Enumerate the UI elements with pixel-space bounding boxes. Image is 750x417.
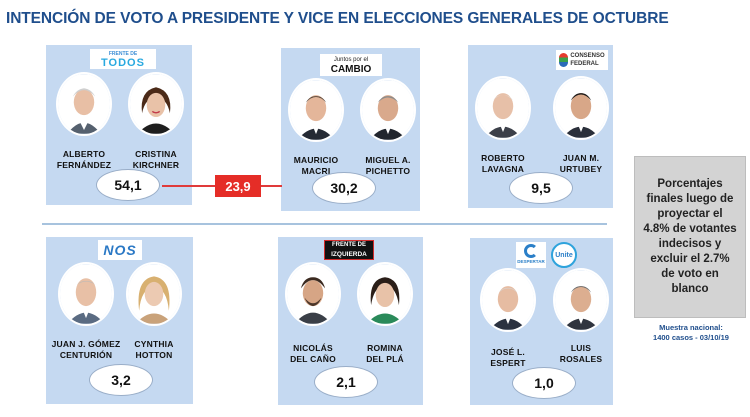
logo-despertar-text: DESPERTAR — [517, 259, 545, 264]
name-romina-del-pla: ROMINA DEL PLÁ — [366, 343, 404, 364]
name-nicolas-del-cano: NICOLÁS DEL CAÑO — [290, 343, 336, 364]
logo-consenso-main: FEDERAL — [570, 61, 599, 67]
name-cristina-kirchner: CRISTINA KIRCHNER — [132, 149, 180, 170]
photo-roberto-lavagna — [475, 76, 531, 140]
sample-info: Muestra nacional: 1400 casos - 03/10/19 — [653, 323, 729, 342]
photo-cristina-kirchner — [128, 72, 184, 136]
photo-romina-del-pla — [357, 262, 413, 326]
logo-fit-top: FRENTE DE — [331, 242, 366, 248]
logo-fit-main: IZQUIERDA — [331, 251, 367, 258]
name-luis-rosales: LUIS ROSALES — [559, 343, 603, 364]
logo-frente-de-izquierda: FRENTE DE IZQUIERDA — [324, 240, 374, 260]
logo-cambio-top: Juntos por el — [333, 57, 369, 63]
logo-consenso-top: CONSENSO — [570, 53, 605, 59]
name-roberto-lavagna: ROBERTO LAVAGNA — [481, 153, 525, 174]
name-miguel-pichetto: MIGUEL A. PICHETTO — [365, 155, 411, 176]
photo-mauricio-macri — [288, 78, 344, 142]
value-juntos-por-el-cambio: 30,2 — [312, 172, 376, 204]
logo-todos-main: TODOS — [101, 57, 145, 69]
logo-todos-top: FRENTE DE — [108, 51, 138, 57]
value-consenso-federal: 9,5 — [509, 172, 573, 204]
name-jose-espert: JOSÉ L. ESPERT — [490, 347, 526, 368]
logo-despertar: DESPERTAR — [516, 242, 546, 268]
name-alberto-fernandez: ALBERTO FERNÁNDEZ — [56, 149, 112, 170]
logo-juntos-por-el-cambio: Juntos por el CAMBIO — [320, 54, 382, 76]
photo-juan-urtubey — [553, 76, 609, 140]
logo-cambio-main: CAMBIO — [330, 64, 372, 75]
consenso-mark-icon — [559, 53, 569, 67]
photo-nicolas-del-cano — [285, 262, 341, 326]
name-juan-urtubey: JUAN M. URTUBEY — [559, 153, 603, 174]
photo-miguel-pichetto — [360, 78, 416, 142]
logo-nos: NOS — [98, 240, 142, 260]
methodology-note: Porcentajes finales luego de proyectar e… — [634, 156, 746, 318]
photo-jose-espert — [480, 268, 536, 332]
photo-alberto-fernandez — [56, 72, 112, 136]
photo-cynthia-hotton — [126, 262, 182, 326]
value-frente-de-izquierda: 2,1 — [314, 366, 378, 398]
logo-unite: Unite — [551, 242, 577, 268]
logo-consenso-federal: CONSENSO FEDERAL — [556, 50, 608, 70]
value-nos: 3,2 — [89, 364, 153, 396]
name-cynthia-hotton: CYNTHIA HOTTON — [134, 339, 174, 360]
photo-juan-gomez-centurion — [58, 262, 114, 326]
value-despertar-unite: 1,0 — [512, 367, 576, 399]
value-frente-de-todos: 54,1 — [96, 169, 160, 201]
name-mauricio-macri: MAURICIO MACRI — [293, 155, 339, 176]
section-divider — [42, 223, 607, 225]
page-title: INTENCIÓN DE VOTO A PRESIDENTE Y VICE EN… — [6, 10, 669, 27]
photo-luis-rosales — [553, 268, 609, 332]
difference-value: 23,9 — [215, 175, 261, 197]
logo-frente-de-todos: FRENTE DE TODOS — [90, 49, 156, 69]
despertar-mark-icon — [524, 244, 538, 258]
name-juan-gomez-centurion: JUAN J. GÓMEZ CENTURIÓN — [51, 339, 121, 360]
